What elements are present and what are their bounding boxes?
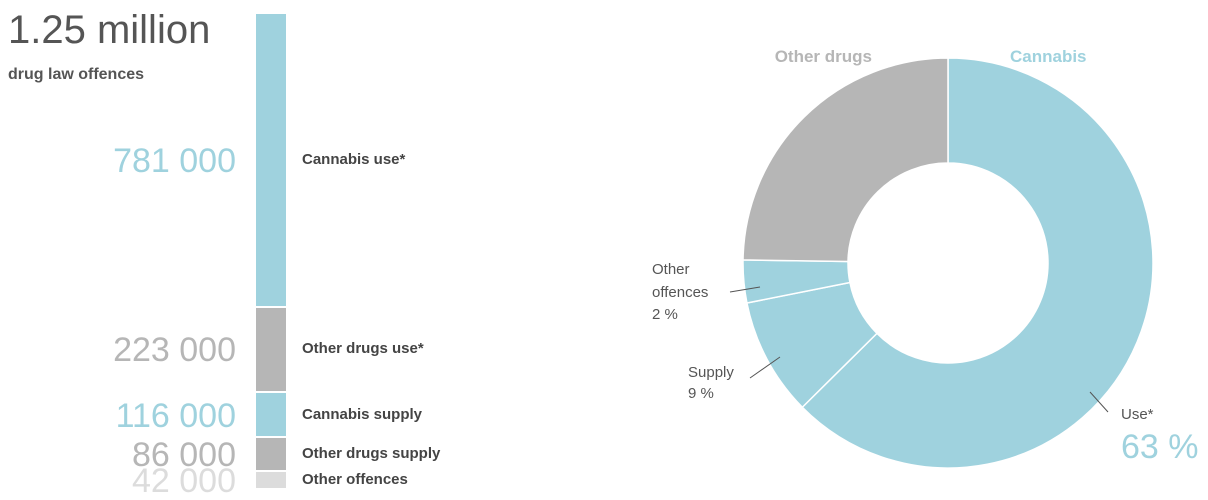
stack-segment: [256, 472, 286, 488]
donut-slice: [742, 57, 949, 263]
other-offences-leader-line: [729, 286, 761, 293]
stack-value: 781 000: [113, 141, 236, 180]
other-offences-label-2: offences: [652, 284, 708, 301]
total-title: 1.25 million: [8, 8, 211, 52]
total-subtitle: drug law offences: [8, 66, 145, 83]
stack-value: 116 000: [115, 396, 236, 435]
stack-label: Cannabis use*: [302, 150, 406, 168]
stack-value: 223 000: [113, 331, 236, 370]
stack-label: Other drugs supply: [302, 445, 441, 463]
use-leader-line: [1089, 391, 1109, 413]
stack-label: Cannabis supply: [302, 405, 423, 423]
stack-segment: [256, 438, 286, 471]
other-offences-label-1: Other: [652, 261, 690, 278]
donut-chart: Other drugs Cannabis Use* 63 % Supply 9 % Othe…: [652, 47, 1199, 469]
other-offences-percent: 2 %: [652, 306, 678, 323]
use-label: Use*: [1121, 406, 1154, 423]
stack-segment: [256, 14, 286, 306]
stack-segment: [256, 392, 286, 437]
stack-label: Other offences: [302, 471, 408, 489]
supply-percent: 9 %: [688, 385, 714, 402]
donut-cannabis-label: Cannabis: [1010, 47, 1087, 66]
use-percent: 63 %: [1121, 428, 1199, 466]
supply-leader-line: [749, 356, 781, 379]
donut-other-drugs-label: Other drugs: [775, 47, 872, 66]
stack-value: 86 000: [132, 436, 236, 475]
stack-label: Other drugs use*: [302, 340, 424, 358]
stack-segment: [256, 307, 286, 391]
donut-slice: [801, 57, 1154, 469]
supply-label: Supply: [688, 364, 734, 381]
